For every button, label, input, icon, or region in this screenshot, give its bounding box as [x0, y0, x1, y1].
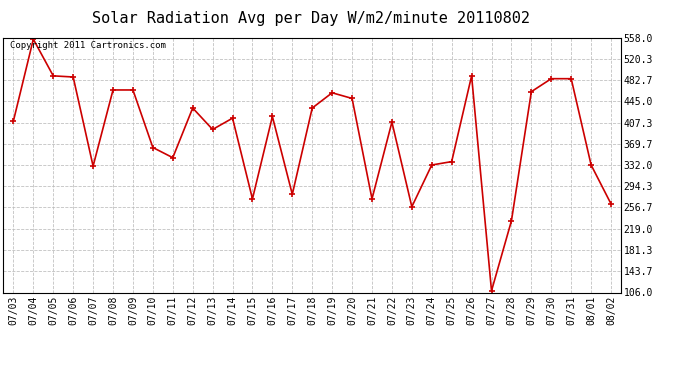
Text: Solar Radiation Avg per Day W/m2/minute 20110802: Solar Radiation Avg per Day W/m2/minute …	[92, 11, 529, 26]
Text: Copyright 2011 Cartronics.com: Copyright 2011 Cartronics.com	[10, 41, 166, 50]
